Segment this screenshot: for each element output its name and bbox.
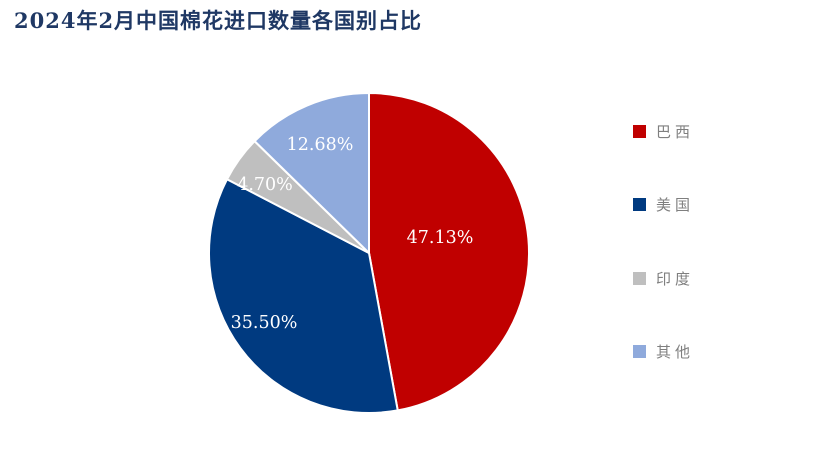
legend-label-usa: 美国 xyxy=(656,196,695,215)
chart-title: 2024年2月中国棉花进口数量各国别占比 xyxy=(14,8,423,33)
pie-data-label-india: 4.70% xyxy=(237,175,293,195)
pie-slice-other xyxy=(253,92,370,254)
pie-slice-usa xyxy=(208,178,399,414)
legend-label-india: 印度 xyxy=(656,269,695,288)
legend-item-usa: 美国 xyxy=(633,168,694,241)
pie-data-label-usa: 35.50% xyxy=(231,313,298,333)
legend-item-india: 印度 xyxy=(633,242,694,315)
legend-swatch-india xyxy=(633,271,646,285)
legend-swatch-brazil xyxy=(633,125,646,139)
legend-item-brazil: 巴西 xyxy=(633,95,694,168)
legend-item-other: 其他 xyxy=(633,315,694,388)
legend-swatch-usa xyxy=(633,198,646,212)
legend-label-brazil: 巴西 xyxy=(656,123,695,142)
legend: 巴西 美国 印度 其他 xyxy=(633,95,694,388)
legend-label-other: 其他 xyxy=(656,343,695,362)
pie-data-label-brazil: 47.13% xyxy=(407,228,474,248)
pie-data-label-other: 12.68% xyxy=(287,135,354,155)
pie-slice-brazil xyxy=(368,92,531,412)
legend-swatch-other xyxy=(633,345,646,359)
